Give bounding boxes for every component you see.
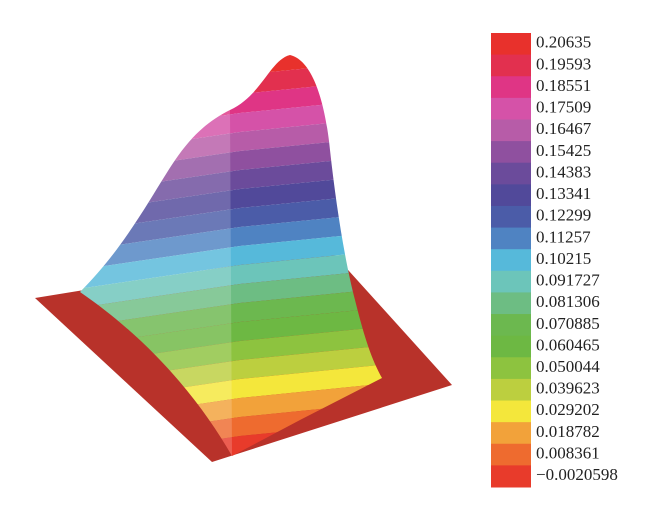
surface-band [80, 228, 382, 293]
legend-label: 0.11257 [536, 227, 591, 246]
legend-swatch [491, 162, 531, 185]
legend-label: 0.018782 [536, 422, 600, 441]
surface-band [80, 247, 382, 312]
surface-band [80, 190, 382, 255]
legend-swatch [491, 443, 531, 466]
legend-label: 0.20635 [536, 33, 591, 52]
legend-swatch [491, 249, 531, 272]
legend-swatch [491, 335, 531, 358]
legend-label: 0.060465 [536, 335, 600, 354]
legend-label: 0.16467 [536, 119, 592, 138]
legend-label: 0.091727 [536, 271, 600, 290]
legend-swatch [491, 314, 531, 337]
legend-label: 0.029202 [536, 400, 600, 419]
legend-swatch [491, 465, 531, 488]
surface-band [80, 55, 382, 103]
legend-label: 0.12299 [536, 206, 591, 225]
legend-label: 0.15425 [536, 141, 591, 160]
legend-label: 0.039623 [536, 379, 600, 398]
legend-swatch [491, 141, 531, 164]
color-legend: 0.20635 0.19593 0.18551 0.17509 0.16467 0.154… [491, 33, 618, 488]
legend-swatch [491, 119, 531, 142]
legend-label: 0.18551 [536, 76, 591, 95]
legend-label: −0.0020598 [536, 465, 618, 484]
surface-shade [80, 110, 232, 456]
legend-label: 0.070885 [536, 314, 600, 333]
surface-band [80, 285, 382, 350]
legend-label: 0.10215 [536, 249, 591, 268]
legend-swatch [491, 184, 531, 207]
legend-label: 0.17509 [536, 98, 591, 117]
legend-swatch [491, 357, 531, 380]
legend-swatch [491, 270, 531, 293]
legend-swatch [491, 378, 531, 402]
surface [80, 55, 382, 456]
legend-swatch [491, 54, 531, 77]
legend-swatch [491, 205, 531, 229]
legend-label: 0.050044 [536, 357, 600, 376]
surface-plot [35, 55, 452, 462]
legend-swatch [491, 422, 531, 445]
legend-swatch [491, 292, 531, 315]
legend-swatch [491, 400, 531, 423]
legend-label: 0.19593 [536, 54, 591, 73]
surface-band [80, 266, 382, 331]
legend-label: 0.14383 [536, 162, 591, 181]
legend-label: 0.008361 [536, 443, 600, 462]
legend-label: 0.13341 [536, 184, 591, 203]
legend-swatch [491, 76, 531, 99]
legend-swatch [491, 33, 531, 56]
surface-band [80, 171, 382, 236]
legend-swatch [491, 97, 531, 120]
legend-label: 0.081306 [536, 292, 600, 311]
legend-swatch [491, 227, 531, 250]
surface-band [80, 209, 382, 274]
